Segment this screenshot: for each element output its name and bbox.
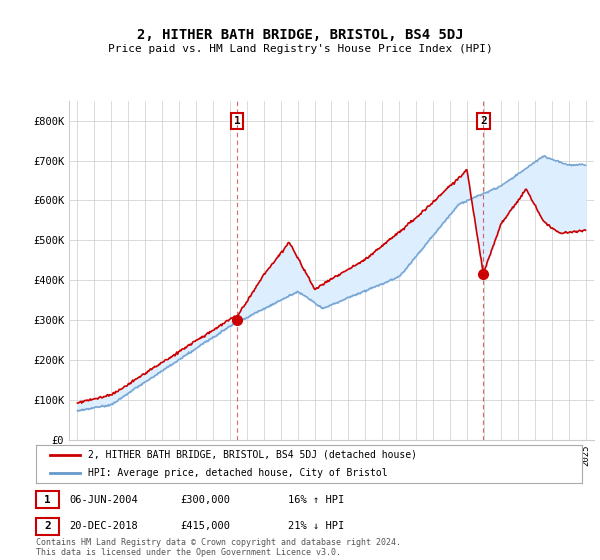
Text: £300,000: £300,000 [180,494,230,505]
Text: £415,000: £415,000 [180,521,230,531]
Text: Contains HM Land Registry data © Crown copyright and database right 2024.
This d: Contains HM Land Registry data © Crown c… [36,538,401,557]
Text: Price paid vs. HM Land Registry's House Price Index (HPI): Price paid vs. HM Land Registry's House … [107,44,493,54]
Text: 21% ↓ HPI: 21% ↓ HPI [288,521,344,531]
Text: 06-JUN-2004: 06-JUN-2004 [69,494,138,505]
Text: 1: 1 [44,494,51,505]
Text: 2, HITHER BATH BRIDGE, BRISTOL, BS4 5DJ (detached house): 2, HITHER BATH BRIDGE, BRISTOL, BS4 5DJ … [88,450,417,460]
Text: 2: 2 [44,521,51,531]
Text: 16% ↑ HPI: 16% ↑ HPI [288,494,344,505]
Text: 2, HITHER BATH BRIDGE, BRISTOL, BS4 5DJ: 2, HITHER BATH BRIDGE, BRISTOL, BS4 5DJ [137,28,463,42]
Text: HPI: Average price, detached house, City of Bristol: HPI: Average price, detached house, City… [88,468,388,478]
Text: 2: 2 [480,116,487,126]
Text: 20-DEC-2018: 20-DEC-2018 [69,521,138,531]
Text: 1: 1 [234,116,241,126]
